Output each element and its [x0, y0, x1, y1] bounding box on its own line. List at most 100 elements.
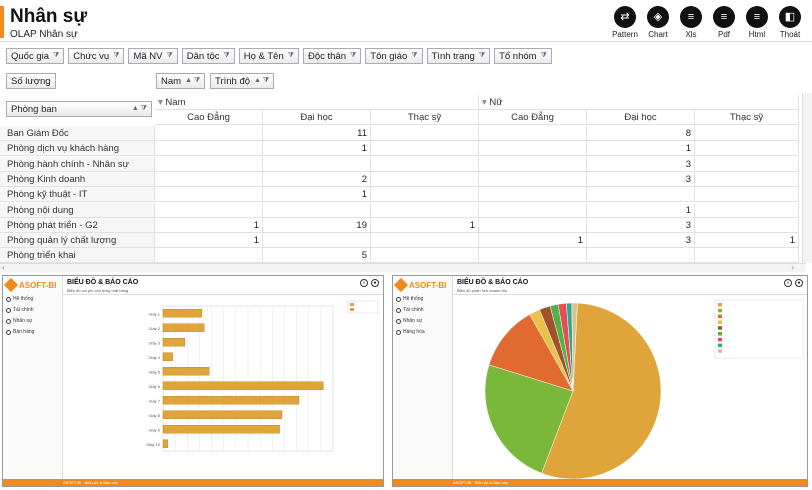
table-cell — [371, 171, 479, 187]
column-group-header[interactable]: ▾ Nữ — [479, 95, 799, 110]
filter-chip[interactable]: Quốc gia ⧩ — [6, 48, 65, 64]
row-label[interactable]: Phòng dịch vụ khách hàng — [0, 141, 155, 157]
filter-icon[interactable]: ⧩ — [411, 52, 418, 59]
table-cell: 3 — [587, 233, 695, 249]
bar-chart: Giấy 1 Giấy 2 Giấy 3 Giấy 4 Giấy 5 Giấy 6 Giấy… — [146, 300, 379, 452]
table-cell — [263, 202, 371, 218]
tool-label: Chart — [648, 30, 668, 39]
toolbar: ⇄ Pattern ◈ Chart ≡ Xls ≡ Pdf ≡ Html ◧ Thoát — [611, 6, 804, 39]
pie-slice-9 — [571, 302, 578, 392]
table-cell — [695, 248, 799, 264]
category-label: Giấy 6 — [148, 384, 160, 389]
table-cell: 1 — [479, 233, 587, 249]
bar-10 — [162, 439, 169, 448]
filter-icon[interactable]: ⧩ — [166, 52, 173, 59]
thoát-button[interactable]: ◧ Thoát — [776, 6, 804, 39]
scroll-right-icon[interactable]: › — [791, 263, 794, 272]
report-menu-item[interactable]: Tài chính — [6, 305, 34, 316]
row-label[interactable]: Ban Giám Đốc — [0, 126, 155, 141]
filter-chip[interactable]: Tôn giáo ⧩ — [365, 48, 423, 64]
filter-icon[interactable]: ⧩ — [350, 52, 357, 59]
row-label[interactable]: Phòng triển khai — [0, 248, 155, 264]
filter-icon[interactable]: ⧩ — [287, 52, 294, 59]
column-field-chip-nam[interactable]: Nam ▲ ⧩ — [156, 73, 206, 89]
report-tools: ⌕ ● — [360, 279, 379, 287]
table-cell — [371, 202, 479, 218]
table-cell — [371, 156, 479, 172]
filter-chip[interactable]: Mã NV ⧩ — [128, 48, 178, 64]
filter-chip[interactable]: Chức vụ ⧩ — [68, 48, 125, 64]
menu-bullet-icon — [6, 330, 11, 335]
table-cell — [695, 141, 799, 157]
table-cell — [155, 187, 263, 203]
tool-label: Pdf — [717, 30, 730, 39]
horizontal-scrollbar[interactable]: ‹ › — [0, 263, 806, 272]
pdf-button[interactable]: ≡ Pdf — [710, 6, 738, 39]
chart-legend — [347, 300, 379, 314]
pattern-icon: ⇄ — [614, 6, 636, 28]
report-menu-item[interactable]: Nhân sự — [396, 316, 425, 327]
tool-label: Pattern — [612, 30, 638, 39]
table-cell — [371, 187, 479, 203]
table-cell: 1 — [587, 141, 695, 157]
row-field-chip[interactable]: Phòng ban ▲ ⧩ — [6, 101, 152, 117]
filter-chip[interactable]: Tình trạng ⧩ — [426, 48, 491, 64]
settings-icon[interactable]: ● — [371, 279, 379, 287]
filter-label: Chức vụ — [73, 50, 110, 62]
row-label[interactable]: Phòng nội dung — [0, 202, 155, 218]
table-cell: 3 — [587, 217, 695, 233]
report-menu-item[interactable]: Hàng hóa — [396, 327, 425, 338]
filter-icon[interactable]: ⧩ — [53, 52, 60, 59]
report-menu-item[interactable]: Tài chính — [396, 305, 425, 316]
table-cell — [155, 202, 263, 218]
report-menu-item[interactable]: Hệ thống — [6, 294, 34, 305]
row-label[interactable]: Phòng kỹ thuật - IT — [0, 187, 155, 203]
xls-button[interactable]: ≡ Xls — [677, 6, 705, 39]
collapse-icon[interactable]: ▾ — [158, 97, 166, 108]
filter-chip[interactable]: Họ & Tên ⧩ — [238, 48, 299, 64]
pattern-button[interactable]: ⇄ Pattern — [611, 6, 639, 39]
row-label[interactable]: Phòng quản lý chất lượng — [0, 233, 155, 249]
row-label[interactable]: Phòng hành chính - Nhân sự — [0, 156, 155, 172]
measure-field-chip[interactable]: Số lượng — [6, 73, 56, 89]
filter-chip[interactable]: Dân tộc ⧩ — [181, 48, 235, 64]
table-row: Phòng Kinh doanh 2 3 — [0, 171, 806, 187]
report-menu-item[interactable]: Nhân sự — [6, 316, 34, 327]
row-label[interactable]: Phòng Kinh doanh — [0, 171, 155, 187]
filter-icon[interactable]: ⧩ — [223, 52, 230, 59]
filter-icon[interactable]: ⧩ — [478, 52, 486, 59]
report-tools: ⌕ ● — [784, 279, 803, 287]
category-label: Giấy 10 — [146, 442, 161, 447]
filter-chip[interactable]: Tổ nhóm ⧩ — [494, 48, 552, 64]
chart-button[interactable]: ◈ Chart — [644, 6, 672, 39]
scroll-left-icon[interactable]: ‹ — [2, 263, 5, 272]
bar-4 — [162, 352, 173, 361]
column-group-header[interactable]: ▾ Nam — [155, 95, 479, 110]
table-cell — [587, 187, 695, 203]
row-label[interactable]: Phòng phát triển - G2 — [0, 217, 155, 233]
report-sidebar: ASOFT-BI Hệ thống Tài chính Nhân sự Bán hàn… — [3, 276, 63, 486]
column-field-chip-trinh-do[interactable]: Trình độ ▲ ⧩ — [210, 73, 275, 89]
legend-swatch — [718, 343, 722, 348]
settings-icon[interactable]: ● — [795, 279, 803, 287]
filter-icon[interactable]: ⧩ — [113, 52, 120, 59]
report-menu-item[interactable]: Hệ thống — [396, 294, 425, 305]
zoom-icon[interactable]: ⌕ — [784, 279, 792, 287]
table-cell: 2 — [263, 171, 371, 187]
vertical-scrollbar[interactable] — [802, 93, 812, 263]
table-cell — [479, 202, 587, 218]
collapse-icon[interactable]: ▾ — [482, 97, 490, 108]
table-row: Phòng hành chính - Nhân sự 3 — [0, 156, 806, 172]
menu-bullet-icon — [396, 330, 401, 335]
bar-7 — [162, 395, 300, 405]
report-menu-item[interactable]: Bán hàng — [6, 327, 34, 338]
legend-swatch — [718, 308, 722, 313]
filter-icon[interactable]: ⧩ — [540, 52, 547, 59]
table-cell: 5 — [263, 248, 371, 264]
html-button[interactable]: ≡ Html — [743, 6, 771, 39]
legend-swatch — [350, 308, 354, 311]
zoom-icon[interactable]: ⌕ — [360, 279, 368, 287]
filter-chip[interactable]: Độc thân ⧩ — [302, 48, 362, 64]
pie-slice-3 — [488, 314, 574, 392]
table-cell — [479, 156, 587, 172]
